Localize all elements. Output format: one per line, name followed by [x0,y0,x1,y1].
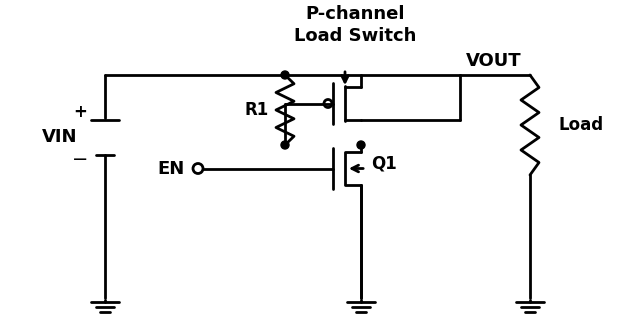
Text: R1: R1 [245,101,269,119]
Text: VOUT: VOUT [466,52,522,70]
Circle shape [357,141,365,149]
Circle shape [281,141,289,149]
Text: +: + [73,103,87,121]
Circle shape [281,71,289,79]
Text: VIN: VIN [42,128,78,147]
Text: −: − [72,149,88,169]
Text: P-channel
Load Switch: P-channel Load Switch [294,5,416,45]
Text: Q1: Q1 [371,154,397,173]
Text: Load: Load [558,116,603,134]
Text: EN: EN [158,159,185,178]
